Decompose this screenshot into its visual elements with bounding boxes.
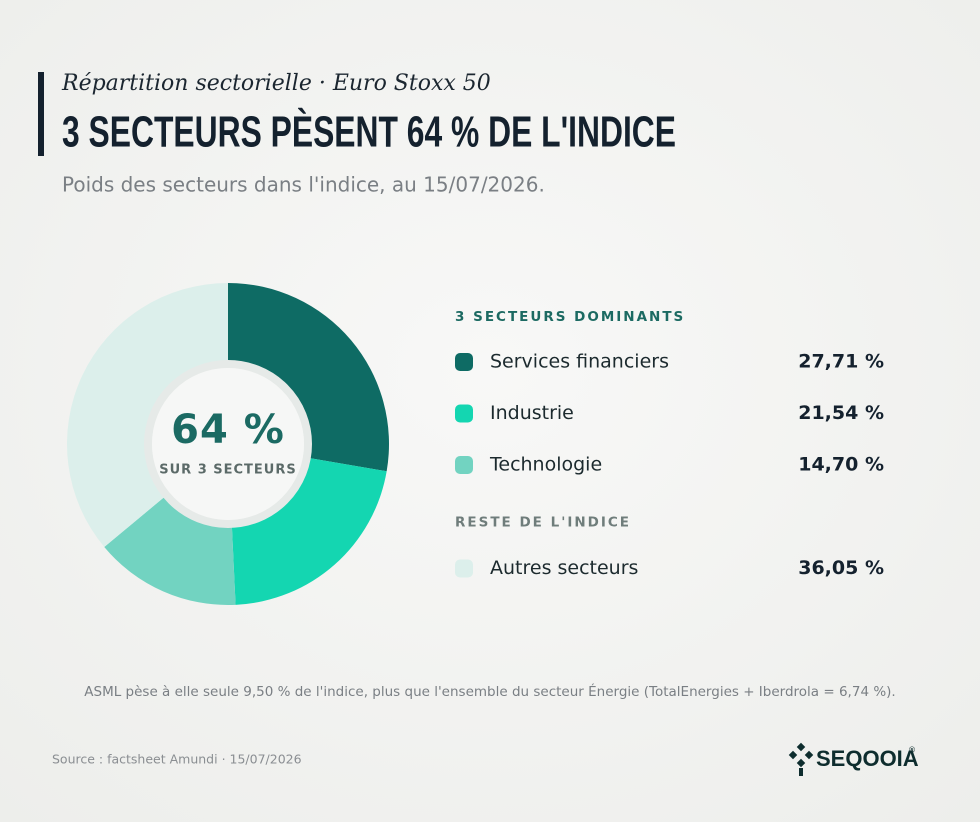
center-disc [152,368,304,520]
value-label: 14,70 % [798,454,884,476]
subtitle: Poids des secteurs dans l'indice, au 15/… [62,173,545,197]
center-sublabel: SUR 3 SECTEURS [159,463,297,478]
legend-label: Technologie [489,454,602,476]
brand-logo: SEQOOIA ® [788,742,919,776]
brand-name: SEQOOIA [816,746,919,771]
legend-label: Services financiers [490,351,669,373]
source: Source : factsheet Amundi · 15/07/2026 [52,752,302,767]
donut-segment [228,283,389,472]
note: ASML pèse à elle seule 9,50 % de l'indic… [84,683,895,700]
value-label: 21,54 % [798,402,884,424]
legend-swatch [455,559,473,578]
value-label: 27,71 % [798,351,884,373]
value-label: 36,05 % [798,557,884,579]
chart-title: 3 SECTEURS PÈSENT 64 % DE L'INDICE [62,107,676,157]
donut: 64 % SUR 3 SECTEURS [66,283,389,606]
brand-registered: ® [908,746,916,755]
legend: 3 SECTEURS DOMINANTS Services financiers 2… [455,309,884,579]
legend-swatch [455,353,473,371]
legend-swatch [455,456,473,474]
legend-label: Autres secteurs [490,557,638,579]
legend-group-heading: 3 SECTEURS DOMINANTS [455,309,685,325]
legend-swatch [455,404,473,423]
center-value: 64 % [171,407,285,453]
donut-segment [66,283,228,548]
legend-label: Industrie [490,402,574,424]
inner-ring [144,360,312,528]
accent-bar [38,72,44,156]
kicker: Répartition sectorielle · Euro Stoxx 50 [61,71,491,96]
donut-segment [231,458,387,605]
legend-group-heading: RESTE DE L'INDICE [455,515,631,531]
